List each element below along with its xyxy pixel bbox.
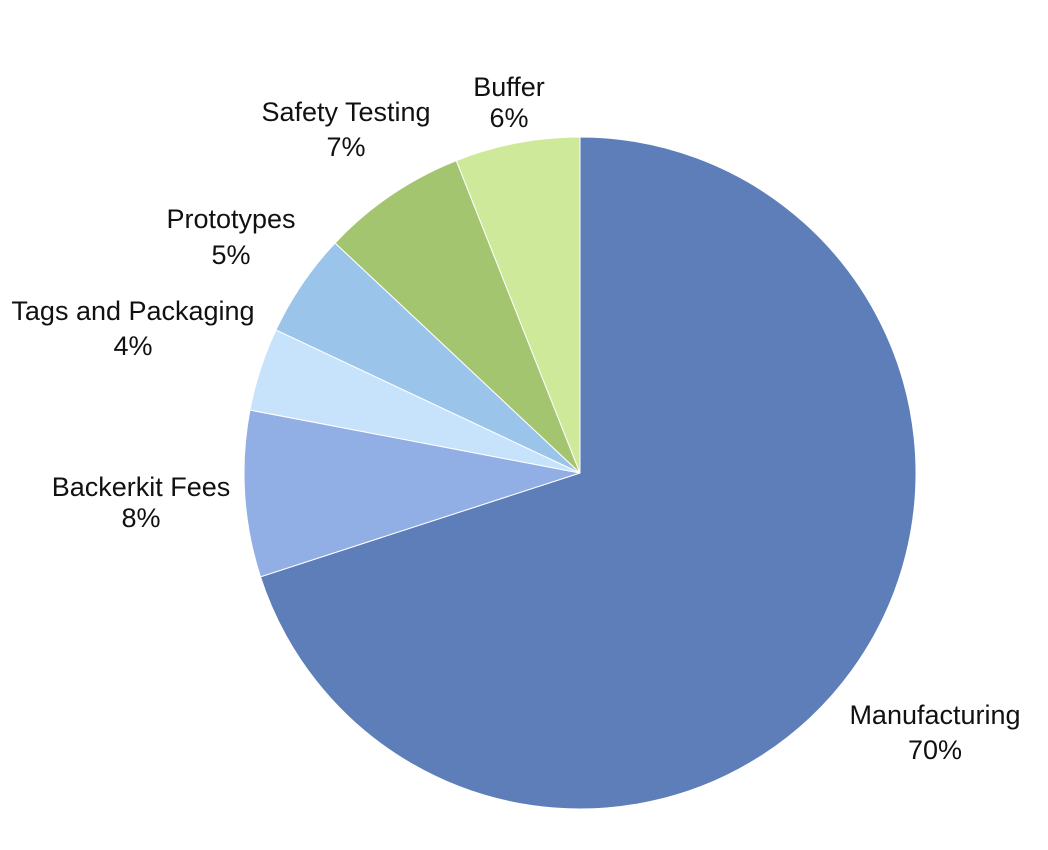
pie-slice-buffer [455,136,581,474]
slice-value-prototypes: 5% [211,240,250,270]
slice-label-safety-testing: Safety Testing [261,97,430,127]
pie-slice-manufacturing [259,136,917,810]
slice-value-buffer: 6% [489,103,528,133]
pie-slice-safety-testing [334,159,581,474]
slice-label-buffer: Buffer [473,72,545,102]
pie-slices [243,136,917,810]
slice-label-tags-and-packaging: Tags and Packaging [11,296,254,326]
pie-slice-backerkit-fees [243,409,581,578]
slice-label-backerkit-fees: Backerkit Fees [52,472,231,502]
slice-value-backerkit-fees: 8% [121,503,160,533]
slice-value-tags-and-packaging: 4% [113,331,152,361]
slice-value-manufacturing: 70% [908,735,962,765]
slice-label-manufacturing: Manufacturing [849,700,1020,730]
slice-value-safety-testing: 7% [326,132,365,162]
slice-label-prototypes: Prototypes [166,204,295,234]
